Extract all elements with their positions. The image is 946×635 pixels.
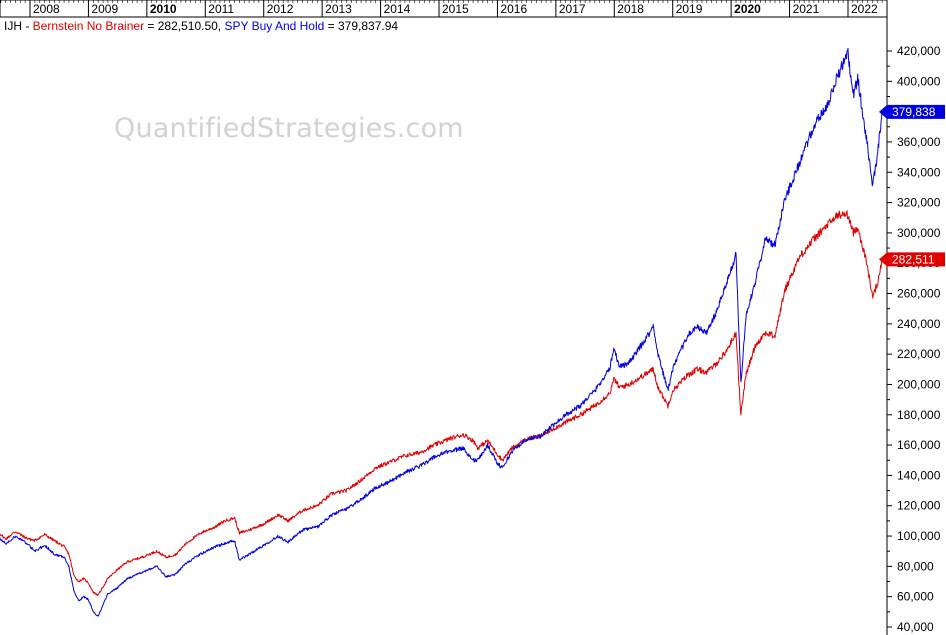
y-tick-label: 200,000 [897, 377, 941, 391]
y-tick-label: 400,000 [897, 74, 941, 88]
x-tick-label: 2009 [91, 2, 118, 16]
value-tag-1: 282,511 [879, 252, 945, 267]
value-tag-bg [879, 104, 945, 119]
y-tick-label: 80,000 [897, 559, 934, 573]
x-tick-label: 2022 [851, 2, 878, 16]
legend-separator: - [22, 19, 33, 33]
y-axis: 40,000 60,000 80,000 100,000 120,000 140,000 1… [886, 0, 941, 635]
x-tick-label: 2013 [325, 2, 352, 16]
y-tick-label: 140,000 [897, 468, 941, 482]
value-tag-layer: 282,511 379,838 [879, 104, 945, 267]
y-tick-label: 360,000 [897, 135, 941, 149]
legend: IJH - Bernstein No Brainer = 282,510.50,… [4, 19, 398, 33]
legend-ticker: IJH [4, 19, 22, 33]
value-tag-label: 282,511 [892, 252, 935, 266]
y-tick-label: 180,000 [897, 408, 941, 422]
x-tick-label: 2018 [617, 2, 644, 16]
x-tick-label: 2020 [734, 2, 761, 16]
y-tick-label: 320,000 [897, 196, 941, 210]
x-tick-label: 2021 [793, 2, 820, 16]
y-tick-label: 240,000 [897, 317, 941, 331]
value-tag-label: 379,838 [892, 105, 936, 119]
y-tick-label: 120,000 [897, 499, 941, 513]
y-tick-label: 420,000 [897, 44, 941, 58]
x-tick-label: 2014 [384, 2, 411, 16]
y-tick-label: 160,000 [897, 438, 941, 452]
x-tick-label: 2016 [500, 2, 527, 16]
y-tick-label: 40,000 [897, 620, 934, 634]
x-tick-label: 2012 [267, 2, 294, 16]
x-tick-label: 2010 [150, 2, 177, 16]
legend-series-2-name: SPY Buy And Hold [224, 19, 325, 33]
y-tick-label: 60,000 [897, 590, 934, 604]
y-tick-label: 100,000 [897, 529, 941, 543]
y-tick-label: 300,000 [897, 226, 941, 240]
x-tick-label: 2015 [442, 2, 469, 16]
series-line-1 [0, 210, 883, 596]
x-tick-label: 2019 [676, 2, 703, 16]
x-tick-label: 2017 [559, 2, 586, 16]
legend-series-2-value: = 379,837.94 [324, 19, 399, 33]
value-tag-bg [879, 252, 945, 267]
series-layer [0, 47, 883, 617]
x-tick-label: 2008 [33, 2, 60, 16]
y-tick-label: 260,000 [897, 287, 941, 301]
y-tick-label: 220,000 [897, 347, 941, 361]
value-tag-2: 379,838 [879, 104, 945, 119]
y-tick-label: 340,000 [897, 165, 941, 179]
series-line-2 [0, 47, 883, 617]
watermark: QuantifiedStrategies.com [114, 113, 464, 144]
legend-series-1-value: = 282,510.50, [144, 19, 225, 33]
legend-series-1-name: Bernstein No Brainer [32, 19, 145, 33]
x-tick-label: 2011 [208, 2, 234, 16]
x-axis: 2008 2009 2010 2011 2012 2013 2014 2015 2016 2017… [0, 0, 888, 18]
